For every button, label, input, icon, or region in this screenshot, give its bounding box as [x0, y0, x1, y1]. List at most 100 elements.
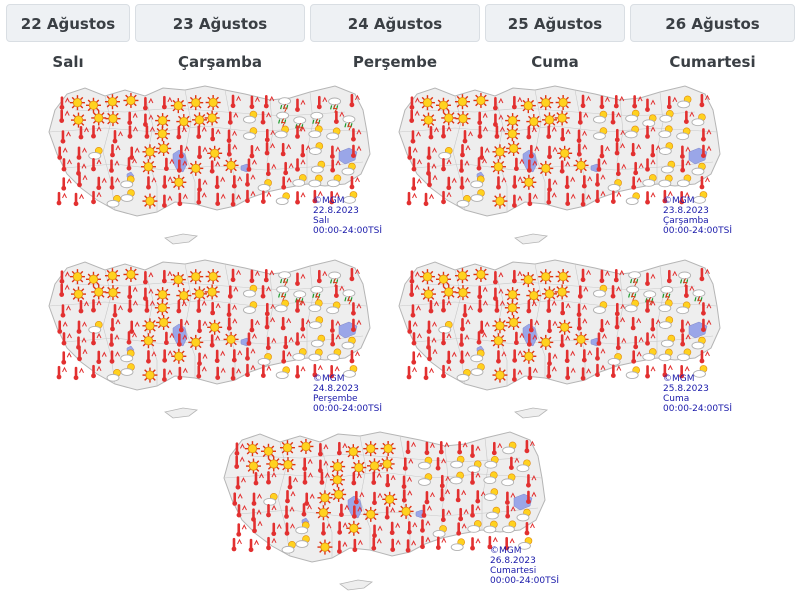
thermometer-icon — [231, 175, 243, 189]
thermometer-icon — [302, 457, 313, 472]
partly-cloudy-icon — [501, 520, 517, 534]
thermometer-icon — [73, 366, 84, 381]
thermometer-icon — [493, 97, 504, 111]
thermometer-icon — [264, 302, 276, 317]
partly-cloudy-icon — [310, 334, 326, 348]
thermometer-icon — [60, 304, 71, 318]
thermometer-icon — [645, 332, 656, 346]
sun-icon — [506, 314, 522, 330]
thermometer-icon — [459, 350, 470, 364]
thermometer-icon — [336, 441, 348, 456]
thermometer-icon — [295, 332, 306, 346]
thermometer-icon — [411, 332, 422, 346]
sun-icon — [455, 111, 471, 127]
thermometer-icon — [477, 299, 488, 313]
thermometer-icon — [59, 283, 70, 297]
thermometer-icon — [470, 444, 481, 458]
sun-icon — [435, 271, 451, 287]
rain-icon — [276, 285, 290, 301]
day-label: Cumartesi — [490, 566, 537, 576]
tab-24-agustos[interactable]: 24 Ağustos Perşembe — [310, 4, 480, 71]
thermometer-icon — [679, 190, 690, 205]
cyprus-outline — [514, 233, 549, 245]
partly-cloudy-icon — [242, 301, 258, 314]
tab-26-agustos[interactable]: 26 Ağustos Cumartesi — [630, 4, 795, 71]
sun-icon — [123, 92, 139, 108]
sun-icon — [435, 97, 451, 113]
thermometer-icon — [599, 95, 610, 110]
partly-cloudy-icon — [625, 109, 640, 123]
province-border — [424, 107, 696, 117]
province-border — [412, 335, 714, 345]
thermometer-icon — [230, 367, 242, 381]
thermometer-icon — [61, 158, 72, 172]
thermometer-icon — [441, 157, 452, 172]
thermometer-icon — [679, 364, 690, 379]
forecast-map-5: ©MGM 26.8.2023 Cumartesi 00:00-24:00TSİ — [220, 428, 560, 598]
thermometer-icon — [230, 193, 242, 207]
thermometer-icon — [249, 95, 260, 110]
thermometer-icon — [61, 177, 72, 191]
thermometer-icon — [407, 146, 418, 160]
partly-cloudy-icon — [470, 363, 485, 376]
thermometer-icon — [576, 143, 588, 157]
thermometer-icon — [77, 347, 88, 362]
thermometer-icon — [683, 284, 695, 298]
date-label: 23.8.2023 — [663, 206, 709, 216]
thermometer-icon — [295, 98, 306, 112]
thermometer-icon — [372, 491, 383, 506]
thermometer-icon — [420, 535, 431, 550]
thermometer-icon — [76, 146, 87, 160]
thermometer-icon — [266, 536, 277, 551]
sun-icon — [419, 95, 435, 111]
thermometer-icon — [476, 331, 487, 345]
thermometer-icon — [295, 272, 306, 286]
thermometer-icon — [701, 318, 712, 332]
thermometer-icon — [409, 96, 420, 110]
partly-cloudy-icon — [449, 471, 464, 485]
thermometer-icon — [110, 143, 121, 158]
thermometer-icon — [318, 443, 329, 457]
partly-cloudy-icon — [295, 535, 310, 548]
thermometer-icon — [512, 368, 523, 382]
partly-cloudy-icon — [432, 525, 447, 538]
sun-icon — [204, 110, 220, 126]
tab-25-agustos[interactable]: 25 Ağustos Cuma — [485, 4, 625, 71]
partly-cloudy-icon — [624, 125, 639, 139]
thermometer-icon — [351, 471, 362, 486]
partly-cloudy-icon — [242, 284, 258, 298]
thermometer-icon — [496, 350, 507, 364]
sun-icon — [504, 300, 520, 316]
thermometer-icon — [349, 267, 360, 282]
turkey-map — [223, 431, 546, 591]
sun-icon — [70, 112, 86, 128]
tab-23-agustos[interactable]: 23 Ağustos Çarşamba — [135, 4, 305, 71]
tab-22-agustos[interactable]: 22 Ağustos Salı — [6, 4, 130, 71]
thermometer-icon — [127, 285, 138, 300]
thermometer-icon — [61, 351, 72, 365]
thermometer-icon — [476, 157, 487, 171]
partly-cloudy-icon — [470, 349, 485, 363]
thermometer-icon — [226, 317, 238, 331]
day-label: Salı — [313, 216, 330, 226]
turkey-map — [398, 259, 721, 419]
partly-cloudy-icon — [274, 125, 289, 139]
thermometer-icon — [526, 299, 537, 314]
partly-cloudy-icon — [470, 175, 485, 189]
thermometer-icon — [260, 285, 271, 299]
partly-cloudy-icon — [502, 441, 517, 455]
thermometer-icon — [406, 365, 417, 380]
thermometer-icon — [248, 538, 259, 553]
sun-icon — [331, 486, 347, 502]
thermometer-icon — [526, 159, 538, 173]
sun-icon — [171, 348, 187, 364]
thermometer-icon — [514, 157, 525, 172]
sun-icon — [123, 266, 139, 282]
partly-cloudy-icon — [483, 488, 499, 501]
thermometer-icon — [599, 144, 610, 159]
thermometer-icon — [645, 98, 656, 112]
sun-icon — [554, 110, 570, 126]
thermometer-icon — [227, 111, 239, 125]
thermometer-icon — [329, 145, 341, 159]
map-caption: ©MGM 22.8.2023 Salı 00:00-24:00TSİ — [313, 196, 382, 236]
